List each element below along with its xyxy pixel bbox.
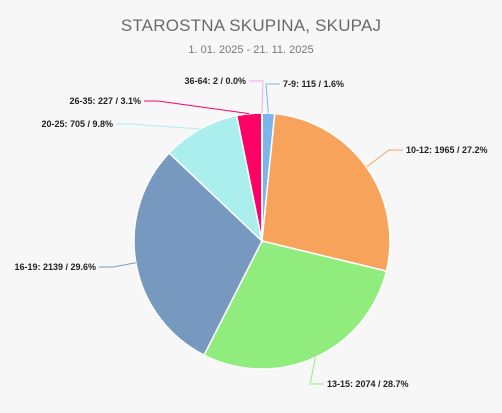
data-label-7-9: 7-9: 115 / 1.6% [283,79,344,89]
connector-20-25 [116,123,201,130]
pie-slice-13-15[interactable] [203,240,388,370]
data-label-20-25: 20-25: 705 / 9.8% [41,119,113,129]
pie-slice-20-25[interactable] [168,114,264,244]
data-label-16-19: 16-19: 2139 / 29.6% [14,262,96,272]
connector-7-9 [265,83,280,114]
data-label-13-15: 13-15: 2074 / 28.7% [327,379,409,389]
connector-26-35 [144,100,250,115]
data-label-10-12: 10-12: 1965 / 27.2% [406,145,488,155]
chart-title: STAROSTNA SKUPINA, SKUPAJ [120,16,382,35]
connector-13-15 [309,357,324,385]
connector-16-19 [99,262,136,268]
connector-10-12 [366,149,403,168]
data-label-26-35: 26-35: 227 / 3.1% [69,96,141,106]
connector-36-64 [249,80,264,114]
data-label-36-64: 36-64: 2 / 0.0% [184,76,246,86]
chart-subtitle: 1. 01. 2025 - 21. 11. 2025 [188,44,314,56]
